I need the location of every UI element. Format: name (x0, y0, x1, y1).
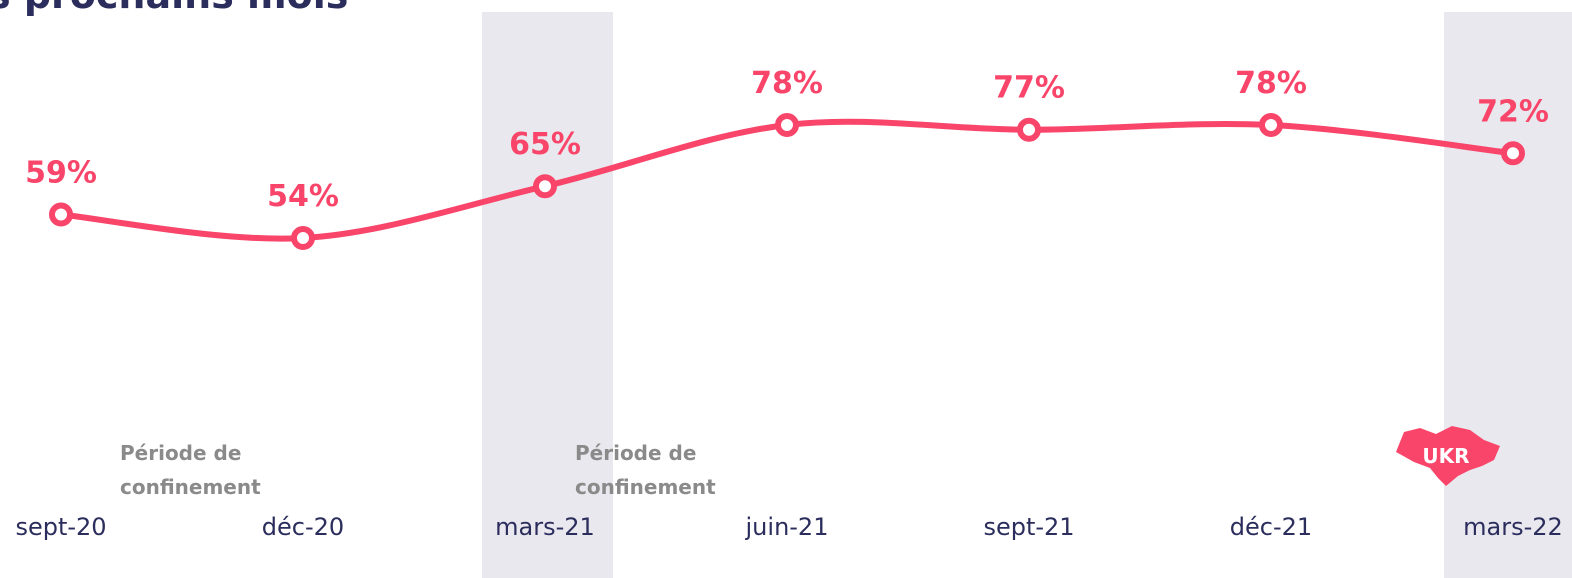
value-label: 72% (1477, 94, 1549, 129)
point (291, 226, 315, 250)
value-label: 59% (25, 155, 97, 190)
x-tick-label: mars-21 (495, 513, 595, 541)
x-tick-label: sept-20 (15, 513, 106, 541)
value-label: 77% (993, 71, 1065, 106)
point (49, 202, 73, 227)
x-tick-label: juin-21 (745, 513, 829, 541)
x-tick-label: déc-20 (262, 513, 344, 541)
value-label: 78% (1235, 66, 1307, 101)
annotation: Période de (575, 441, 696, 465)
point (1259, 113, 1283, 137)
value-label: 54% (267, 179, 339, 214)
annotation: confinement (575, 475, 716, 499)
x-tick-label: sept-21 (983, 513, 1074, 541)
point (1501, 141, 1525, 166)
ukraine-map (1396, 426, 1500, 486)
annotation: Période de (120, 441, 241, 465)
lockdown-band (482, 12, 613, 578)
point (775, 113, 799, 137)
annotation: UKR (1422, 444, 1469, 468)
x-tick-label: mars-22 (1463, 513, 1563, 541)
annotation: confinement (120, 475, 261, 499)
point (1017, 117, 1041, 142)
point (533, 174, 557, 199)
x-tick-label: déc-21 (1230, 513, 1312, 541)
chart-title: s prochains mois (0, 0, 348, 17)
value-label: 65% (509, 127, 581, 162)
ukraine-band (1444, 12, 1572, 578)
value-label: 78% (751, 66, 823, 101)
